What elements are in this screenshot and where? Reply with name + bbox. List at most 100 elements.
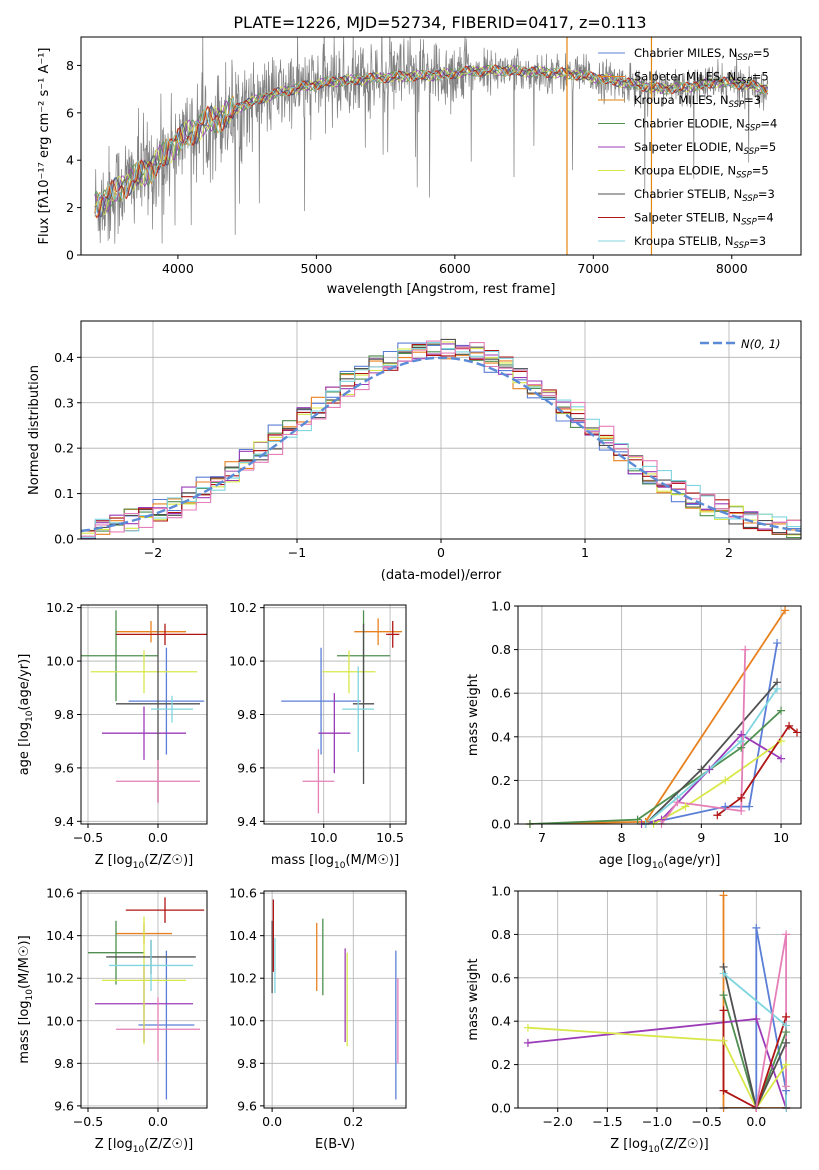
legend-label: Salpeter MILES, NSSP=5 [634, 70, 769, 87]
legend-text: =4 [760, 117, 777, 131]
weight-point-marker [785, 721, 794, 730]
legend-label: Salpeter STELIB, NSSP=4 [634, 211, 774, 228]
legend-label: Chabrier STELIB, NSSP=3 [634, 187, 775, 204]
legend-text: Chabrier MILES, N [634, 46, 737, 60]
x-axis-label: (data-model)/error [381, 568, 502, 583]
weight-series-line [644, 681, 778, 824]
weight-point-marker [782, 930, 791, 939]
legend-text: =3 [744, 93, 761, 107]
axes-frame [80, 604, 208, 825]
weight-point-marker [737, 806, 746, 815]
weight-series-line [722, 966, 787, 1108]
weight-point-marker [719, 1086, 728, 1095]
axes-frame [80, 320, 802, 540]
label-part: log [17, 722, 32, 742]
axes-frame [263, 604, 407, 825]
y-tick-label: 10.2 [229, 600, 257, 615]
label-part: Z [ [95, 853, 113, 868]
y-tick-label: 9.8 [54, 707, 74, 722]
weight-series-line [722, 994, 787, 1108]
legend-subscript: SSP [744, 147, 760, 157]
weight-series-line [716, 724, 798, 817]
legend-text: =3 [749, 234, 766, 248]
weight-point-marker [713, 811, 722, 820]
weight-point-marker [752, 923, 761, 932]
x-tick-label: 9 [697, 830, 705, 845]
label-part: E(B-V) [315, 1137, 355, 1152]
label-part: log [314, 853, 334, 868]
weight-point-marker [705, 765, 714, 774]
x-axis-label: Z [log10(Z/Z☉)] [95, 1137, 193, 1155]
y-tick-label: 6 [66, 105, 74, 120]
weight-point-marker [673, 798, 682, 807]
y-tick-label: 9.6 [54, 760, 74, 775]
plot-area [271, 899, 399, 1100]
label-part: Z [ [95, 1137, 113, 1152]
y-tick-label: 9.6 [237, 1098, 257, 1113]
y-tick-label: 0.6 [491, 970, 511, 985]
residual-histogram-step [81, 343, 801, 535]
y-axis-label: age [log10(age/yr)] [17, 654, 35, 776]
y-tick-label: 10.2 [229, 971, 257, 986]
weight-series-line [645, 642, 778, 824]
x-axis-label: wavelength [Angstrom, rest frame] [327, 282, 556, 297]
y-tick-label: 10.2 [46, 600, 74, 615]
x-tick-label: −1.5 [592, 1114, 622, 1129]
panel-age-vs-mass: 10.0 10.5 9.4 9.6 9.8 10.0 10.2 mass [log10(M/M… [229, 600, 407, 871]
x-tick-label: 0.0 [746, 1114, 766, 1129]
weight-point-marker [773, 684, 782, 693]
y-axis-label: mass weight [466, 958, 481, 1040]
legend-text: =5 [752, 70, 769, 84]
legend-text: Kroupa ELODIE, N [634, 164, 736, 178]
x-tick-label: 8000 [716, 261, 748, 276]
x-axis-label: Z [log10(Z/Z☉)] [95, 853, 193, 871]
x-axis-label: E(B-V) [315, 1137, 355, 1152]
legend-text: Salpeter MILES, N [634, 70, 736, 84]
axes-frame [80, 36, 802, 256]
x-tick-label: 2 [725, 545, 733, 560]
y-tick-label: 10.0 [46, 654, 74, 669]
y-tick-label: 9.8 [237, 707, 257, 722]
x-tick-label: 4000 [162, 261, 194, 276]
x-tick-label: 0.0 [148, 1114, 168, 1129]
y-tick-label: 10.0 [229, 654, 257, 669]
y-tick-label: 0.4 [54, 350, 74, 365]
weight-point-marker [523, 1038, 532, 1047]
weight-point-marker [721, 802, 730, 811]
label-subscript: 10 [133, 1145, 145, 1155]
y-tick-label: 8 [66, 58, 74, 73]
label-subscript: 10 [133, 861, 145, 871]
model-spectrum-line [94, 64, 769, 217]
y-tick-label: 0.2 [54, 441, 74, 456]
legend-text: Chabrier ELODIE, N [634, 117, 745, 131]
x-tick-label: −1 [288, 545, 306, 560]
weight-point-marker [777, 706, 786, 715]
legend-subscript: SSP [741, 218, 757, 228]
x-tick-label: 7000 [577, 261, 609, 276]
figure-title: PLATE=1226, MJD=52734, FIBERID=0417, z=0… [233, 13, 646, 32]
label-subscript: 10 [648, 1145, 660, 1155]
label-part: mass [ [17, 1020, 32, 1063]
axes-frame [80, 890, 208, 1109]
legend-label: Chabrier MILES, NSSP=5 [634, 46, 770, 63]
y-tick-label: 0.3 [54, 395, 74, 410]
weight-point-marker [721, 776, 730, 785]
legend-text: Chabrier STELIB, N [634, 187, 742, 201]
label-part: mass [ [271, 853, 314, 868]
weight-series-line [660, 649, 747, 824]
weight-point-marker [523, 1023, 532, 1032]
weight-point-marker [752, 1015, 761, 1024]
legend-label: Kroupa STELIB, NSSP=3 [634, 234, 766, 251]
label-part: (age/yr)] [17, 654, 32, 711]
legend-text: =3 [758, 187, 775, 201]
x-tick-label: −2.0 [543, 1114, 573, 1129]
weight-series-line [529, 709, 782, 824]
y-axis-label: mass [log10(M/M☉)] [17, 935, 35, 1063]
y-axis-label: Normed distribution [27, 365, 42, 495]
axes-frame [517, 890, 802, 1109]
legend-text: =5 [752, 164, 769, 178]
label-subscript: 10 [25, 989, 35, 1001]
x-tick-label: 7 [538, 830, 546, 845]
x-axis-label: mass [log10(M/M☉)] [271, 853, 399, 871]
